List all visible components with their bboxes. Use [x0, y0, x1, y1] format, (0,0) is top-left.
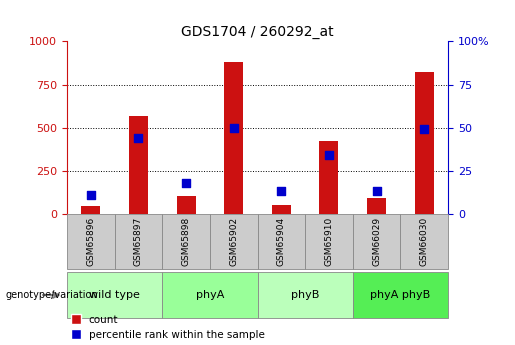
Point	[372, 189, 381, 194]
Bar	[401, 214, 448, 269]
Bar	[129, 116, 148, 214]
Bar	[353, 272, 448, 318]
Bar	[353, 214, 401, 269]
Text: genotype/variation: genotype/variation	[5, 290, 98, 300]
Text: phyA: phyA	[196, 290, 224, 300]
Text: GSM65898: GSM65898	[182, 217, 191, 266]
Point	[87, 192, 95, 198]
Text: GSM65897: GSM65897	[134, 217, 143, 266]
Bar	[305, 214, 353, 269]
Bar	[67, 214, 115, 269]
Text: GSM65904: GSM65904	[277, 217, 286, 266]
Point	[420, 127, 428, 132]
Text: GSM65910: GSM65910	[324, 217, 333, 266]
Point	[182, 180, 190, 186]
Text: GSM66029: GSM66029	[372, 217, 381, 266]
Text: GSM65896: GSM65896	[87, 217, 95, 266]
Bar	[210, 214, 258, 269]
Bar	[81, 206, 100, 214]
Bar	[177, 196, 196, 214]
Point	[277, 189, 285, 194]
Bar	[258, 214, 305, 269]
Legend: count, percentile rank within the sample: count, percentile rank within the sample	[72, 315, 265, 340]
Bar	[258, 272, 353, 318]
Bar	[367, 198, 386, 214]
Bar	[272, 205, 291, 214]
Bar	[224, 62, 243, 214]
Title: GDS1704 / 260292_at: GDS1704 / 260292_at	[181, 25, 334, 39]
Text: GSM65902: GSM65902	[229, 217, 238, 266]
Bar	[67, 272, 162, 318]
Bar	[415, 72, 434, 214]
Point	[230, 125, 238, 130]
Point	[325, 152, 333, 158]
Text: phyB: phyB	[291, 290, 319, 300]
Bar	[162, 272, 258, 318]
Bar	[114, 214, 162, 269]
Bar	[162, 214, 210, 269]
Bar	[319, 141, 338, 214]
Point	[134, 135, 143, 141]
Text: wild type: wild type	[89, 290, 140, 300]
Text: GSM66030: GSM66030	[420, 217, 428, 266]
Text: phyA phyB: phyA phyB	[370, 290, 431, 300]
